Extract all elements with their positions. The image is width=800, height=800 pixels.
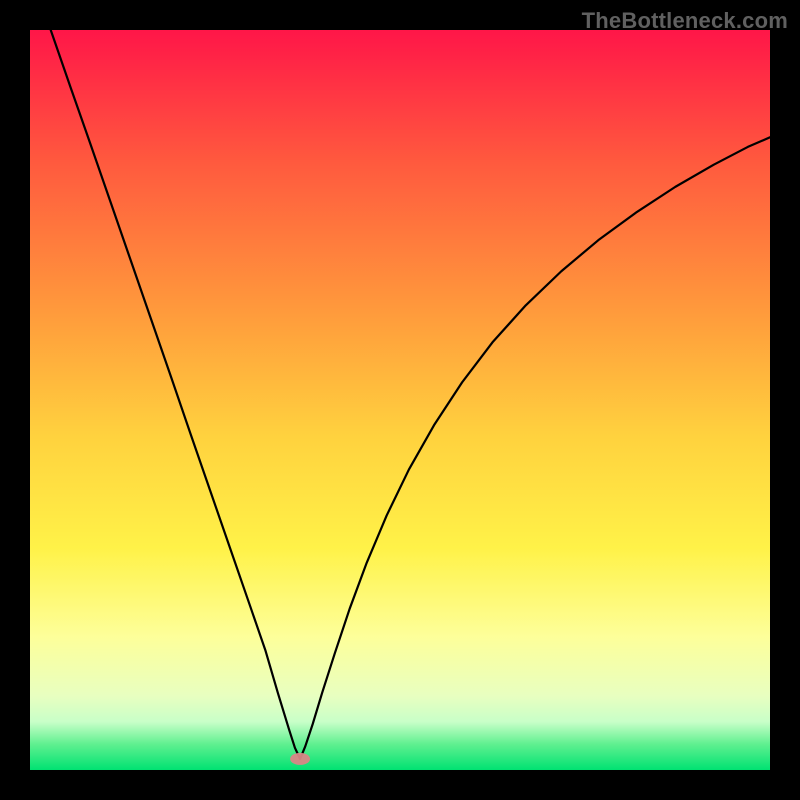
- plot-svg: [30, 30, 770, 770]
- gradient-background: [30, 30, 770, 770]
- chart-container: TheBottleneck.com: [0, 0, 800, 800]
- watermark-text: TheBottleneck.com: [582, 8, 788, 34]
- minimum-marker: [290, 753, 310, 765]
- plot-area: [30, 30, 770, 770]
